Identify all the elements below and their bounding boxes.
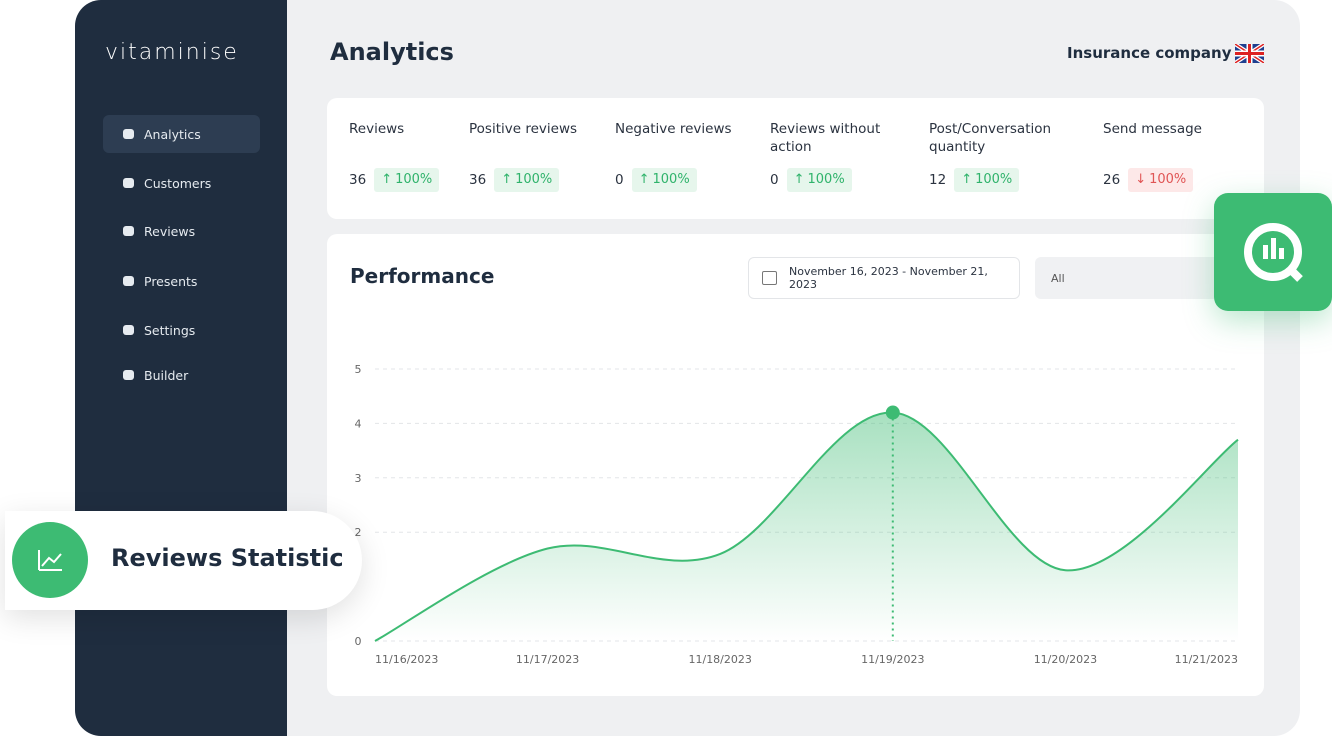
stat-label: Positive reviews <box>469 121 578 137</box>
x-tick-label: 11/21/2023 <box>1175 653 1238 666</box>
stat-change: 100% <box>975 172 1013 187</box>
stat-row: 26 ↓ 100% <box>1103 168 1243 192</box>
y-tick-label: 2 <box>355 526 362 539</box>
stat: Reviews without action 0 ↑ 100% <box>770 120 910 192</box>
nav-item[interactable]: Reviews <box>103 212 260 250</box>
date-picker[interactable]: November 16, 2023 - November 21, 2023 <box>748 257 1020 299</box>
stat-row: 0 ↑ 100% <box>615 168 755 192</box>
trend-arrow: ↑ <box>501 172 513 187</box>
nav-label: Customers <box>144 175 212 191</box>
stat-row: 12 ↑ 100% <box>929 168 1069 192</box>
stat-value: 36 <box>469 172 487 188</box>
y-tick-label: 0 <box>355 635 362 648</box>
line <box>374 411 1239 642</box>
stat-label: Send message <box>1103 121 1202 137</box>
nav-label: Presents <box>144 273 198 289</box>
analytics-icon <box>1244 223 1303 282</box>
y-tick-label: 5 <box>355 363 362 376</box>
x-tick-label: 11/17/2023 <box>516 653 579 666</box>
stat-badge: ↑ 100% <box>786 168 852 192</box>
stat-change: 100% <box>515 172 553 187</box>
stat-row: 36 ↑ 100% <box>349 168 489 192</box>
stats-card: Reviews 36 ↑ 100% Positive reviews 36 ↑ 100% Neg… <box>327 98 1264 219</box>
nav-icon <box>123 226 134 236</box>
stat-badge: ↓ 100% <box>1128 168 1194 192</box>
stat-value: 0 <box>615 172 624 188</box>
stat-label: Reviews <box>349 121 405 137</box>
stat-value: 26 <box>1103 172 1121 188</box>
company-name[interactable]: Insurance company <box>1067 44 1232 62</box>
flag[interactable] <box>1235 44 1264 63</box>
trend-arrow: ↑ <box>793 172 805 187</box>
nav-icon <box>123 370 134 380</box>
stat: Post/Conversation quantity 12 ↑ 100% <box>929 120 1069 192</box>
stat-row: 0 ↑ 100% <box>770 168 910 192</box>
area <box>375 412 1238 641</box>
y-tick-label: 3 <box>355 472 362 485</box>
sidebar: vitaminise Analytics Customers Reviews Pres… <box>75 0 287 736</box>
stat-label: Post/Conversation quantity <box>929 121 1052 155</box>
nav-item[interactable]: Settings <box>103 311 260 349</box>
nav-label: Reviews <box>144 223 196 239</box>
section-title: Performance <box>350 264 495 288</box>
nav-icon <box>123 325 134 335</box>
stat-badge: ↑ 100% <box>494 168 560 192</box>
nav-icon <box>123 129 134 139</box>
x-tick-label: 11/16/2023 <box>375 653 438 666</box>
nav-item[interactable]: Customers <box>103 164 260 202</box>
stat: Reviews 36 ↑ 100% <box>349 120 489 192</box>
stat: Positive reviews 36 ↑ 100% <box>469 120 609 192</box>
stat-change: 100% <box>395 172 433 187</box>
nav-icon <box>123 178 134 188</box>
x-tick-label: 11/19/2023 <box>861 653 924 666</box>
x-tick-label: 11/18/2023 <box>688 653 751 666</box>
nav-item[interactable]: Analytics <box>103 115 260 153</box>
stat-change: 100% <box>1149 172 1187 187</box>
floating-card: Reviews Statistic <box>5 511 362 610</box>
stat-badge: ↑ 100% <box>954 168 1020 192</box>
card-icon <box>12 522 88 598</box>
stat-badge: ↑ 100% <box>374 168 440 192</box>
nav-label: Settings <box>144 322 196 338</box>
stat-label: Negative reviews <box>615 121 732 137</box>
page-title: Analytics <box>330 38 454 66</box>
y-tick-label: 4 <box>355 417 362 430</box>
nav-item[interactable]: Presents <box>103 262 260 300</box>
logo: vitaminise <box>105 40 239 65</box>
trend-arrow: ↑ <box>381 172 393 187</box>
trend-arrow: ↑ <box>961 172 973 187</box>
analytics-badge <box>1214 193 1332 311</box>
stat-value: 0 <box>770 172 779 188</box>
nav-label: Builder <box>144 367 189 383</box>
nav-icon <box>123 276 134 286</box>
stat: Negative reviews 0 ↑ 100% <box>615 120 755 192</box>
stat-row: 36 ↑ 100% <box>469 168 609 192</box>
stat-value: 36 <box>349 172 367 188</box>
trend-arrow: ↓ <box>1135 172 1147 187</box>
nav-label: Analytics <box>144 126 201 142</box>
stat: Send message 26 ↓ 100% <box>1103 120 1243 192</box>
trend-arrow: ↑ <box>638 172 650 187</box>
stat-change: 100% <box>807 172 845 187</box>
nav-item[interactable]: Builder <box>103 356 260 394</box>
stat-value: 12 <box>929 172 947 188</box>
stat-change: 100% <box>652 172 690 187</box>
stat-badge: ↑ 100% <box>631 168 697 192</box>
x-tick-label: 11/20/2023 <box>1034 653 1097 666</box>
date-range: November 16, 2023 - November 21, 2023 <box>788 265 988 291</box>
stat-label: Reviews without action <box>770 121 881 155</box>
point <box>885 405 900 420</box>
card-title: Reviews Statistic <box>111 544 344 572</box>
